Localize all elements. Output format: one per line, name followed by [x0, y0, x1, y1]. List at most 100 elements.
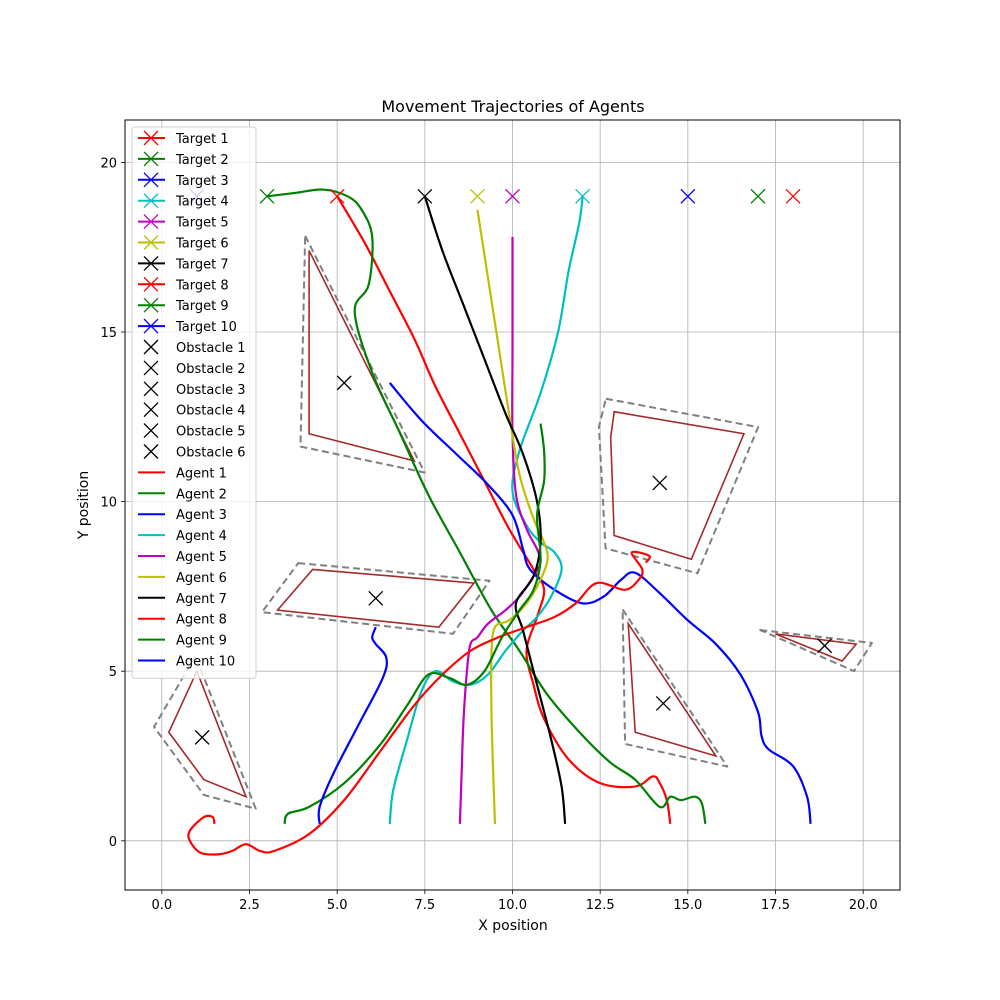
obstacle-4-polygon	[167, 669, 248, 799]
target-2-marker-stroke	[750, 188, 766, 204]
y-tick-label: 20	[100, 156, 117, 171]
obstacle-3-marker	[368, 590, 384, 606]
legend-entry: Agent 9	[138, 634, 227, 649]
target-6-marker	[469, 188, 485, 204]
legend-entry: Obstacle 5	[143, 423, 245, 440]
x-tick-label: 2.5	[239, 898, 260, 913]
legend-entry: Target 1	[138, 130, 229, 147]
legend-entry: Agent 10	[138, 655, 235, 670]
legend-entry: Agent 4	[138, 529, 227, 544]
agent-9-trajectory	[283, 423, 546, 825]
legend-entry: Obstacle 3	[143, 381, 245, 398]
target-4-marker	[575, 188, 591, 204]
legend: Target 1 Target 2 Target 3 Target 4 Target 5…	[131, 126, 257, 679]
target-8-marker-stroke	[329, 188, 345, 204]
obstacle-5-marker	[655, 695, 671, 711]
agent-7-trajectory	[423, 195, 567, 824]
agent-10-trajectory	[317, 626, 388, 824]
target-8-marker	[329, 188, 345, 204]
obstacle-1-polygon	[308, 250, 416, 463]
obstacle-3-polygon	[275, 568, 476, 628]
legend-marker	[143, 130, 159, 146]
agent-6-trajectory	[476, 209, 549, 824]
x-axis-label: X position	[478, 918, 548, 934]
legend-marker	[143, 151, 159, 167]
agent-2-trajectory	[266, 188, 707, 825]
target-5-marker-stroke	[505, 188, 520, 204]
legend-marker	[143, 172, 159, 188]
y-axis-label: Y position	[76, 471, 92, 540]
legend-marker	[143, 255, 159, 271]
legend-entry: Agent 3	[138, 508, 227, 523]
obstacle-3-marker-stroke	[368, 590, 384, 606]
y-tick-label: 15	[100, 326, 117, 341]
obstacle-2-polygon	[609, 410, 746, 561]
series-layer	[187, 188, 812, 856]
obstacle-2-marker-stroke	[652, 475, 668, 491]
grid	[125, 120, 900, 890]
x-tick-label: 5.0	[327, 898, 348, 913]
obstacle-5-marker-stroke	[655, 695, 671, 711]
legend-label: Obstacle 3	[176, 383, 245, 398]
agent-8-trajectory	[187, 550, 651, 856]
legend-marker	[143, 423, 159, 439]
legend-entry: Target 8	[138, 276, 229, 293]
legend-entry: Target 6	[138, 235, 229, 252]
legend-entry: Agent 8	[138, 613, 227, 628]
legend-entry: Target 5	[138, 214, 229, 231]
obstacle-1-marker	[336, 375, 352, 391]
legend-label: Obstacle 1	[176, 341, 245, 356]
obstacle-2-marker	[652, 475, 668, 491]
x-axis-ticks: 0.0 2.5 5.0 7.5 10.0 12.5 15.0 17.5 20.0	[151, 890, 878, 913]
y-tick-label: 0	[109, 835, 117, 850]
legend-marker	[143, 339, 159, 355]
x-tick-label: 20.0	[849, 898, 878, 913]
legend-label: Target 8	[175, 278, 229, 293]
obstacle-2-buffer	[597, 397, 760, 575]
legend-marker	[143, 318, 159, 334]
legend-label: Agent 9	[176, 634, 227, 649]
obstacle-6-buffer	[759, 629, 873, 673]
legend-marker	[143, 276, 159, 292]
y-tick-label: 10	[100, 496, 117, 511]
legend-label: Target 7	[175, 257, 229, 272]
legend-entry: Target 9	[138, 297, 229, 314]
legend-entry: Obstacle 4	[143, 402, 245, 419]
legend-label: Target 6	[175, 237, 229, 252]
obstacle-3-buffer	[260, 562, 491, 635]
legend-label: Agent 7	[176, 592, 227, 607]
legend-entry: Target 3	[138, 172, 229, 189]
legend-label: Target 1	[175, 132, 229, 147]
target-2-marker	[750, 188, 766, 204]
legend-marker	[143, 360, 159, 376]
legend-label: Agent 3	[176, 508, 227, 523]
x-tick-label: 15.0	[673, 898, 702, 913]
legend-marker	[143, 402, 159, 418]
legend-marker	[143, 193, 159, 209]
legend-label: Obstacle 5	[176, 425, 245, 440]
legend-box	[131, 126, 257, 679]
obstacle-6-polygon	[775, 633, 858, 662]
obstacle-6-marker-stroke	[817, 638, 833, 654]
legend-entry: Agent 6	[138, 571, 227, 586]
obstacle-centers-layer	[194, 375, 833, 745]
target-9-marker	[259, 188, 275, 204]
obstacle-4-marker	[194, 729, 210, 745]
target-4-marker-stroke	[575, 188, 591, 204]
target-1-marker-stroke	[785, 188, 801, 204]
legend-label: Agent 5	[176, 550, 227, 565]
legend-entry: Target 2	[138, 151, 229, 168]
targets-layer	[189, 188, 801, 204]
target-3-marker	[680, 188, 696, 204]
legend-label: Target 5	[175, 216, 229, 231]
legend-entry: Obstacle 6	[143, 444, 245, 461]
obstacles-layer	[153, 234, 873, 810]
legend-entry: Agent 2	[138, 487, 227, 502]
legend-marker	[143, 235, 159, 250]
target-7-marker	[417, 188, 433, 204]
x-tick-label: 17.5	[761, 898, 790, 913]
obstacle-1-marker-stroke	[336, 375, 352, 391]
target-5-marker	[505, 188, 520, 204]
x-tick-label: 7.5	[414, 898, 435, 913]
